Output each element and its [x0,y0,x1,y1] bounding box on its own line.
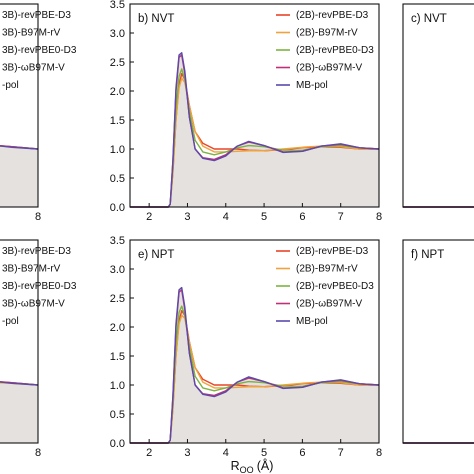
y-tick-label-e-3: 1.5 [110,351,125,363]
plot-frame-b [129,3,380,208]
series-line-c-4 [403,206,474,208]
fill-area-b [130,52,379,207]
plot-frame-e [129,239,380,444]
y-tick-label-b-4: 2.0 [110,86,125,98]
y-tick-label-b-5: 2.5 [110,57,125,69]
legend-label-a-0: 3B)-revPBE-D3 [2,10,71,21]
y-tick-label-b-0: 0.0 [110,202,125,214]
panel-a: 6783B)-revPBE-D33B)-B97M-rV3B)-revPBE0-D… [0,3,77,223]
legend-label-a-1: 3B)-B97M-rV [2,28,61,39]
panel-b: 2 3 4 5 6 7 8 0.0 0.5 1.0 1.5 2.0 2.5 3.0 3.5 b) NVT (2B… [110,0,382,223]
panel-title-b: b) NVT [138,13,174,25]
legend-label-e-4: MB-pol [296,316,328,327]
series-line-c-1 [403,206,474,208]
y-tick-label-e-0: 0.0 [110,438,125,450]
x-axis-title-unit: (Å) [257,458,274,473]
y-tick-label-b-7: 3.5 [110,0,125,11]
legend-label-b-0: (2B)-revPBE-D3 [296,10,369,21]
legend-label-d-4: -pol [2,316,19,327]
plot-frame-d [0,239,39,444]
legend-label-b-3: (2B)-ωB97M-V [296,63,362,74]
x-tick-label-e-3: 5 [261,447,267,459]
series-line-f-2 [403,442,474,444]
legend-label-e-3: (2B)-ωB97M-V [296,299,362,310]
y-tick-label-b-6: 3.0 [110,28,125,40]
fill-area-e [130,287,379,443]
x-tick-label-b-6: 8 [376,211,382,223]
panels-group: 6 7 8 3B)-revPBE-D3 3B)-B97M-rV 3B)-revPBE0-D… [0,0,474,459]
series-line-f-3 [403,442,474,444]
series-line-f-1 [403,442,474,444]
x-tick-label-b-1: 3 [184,211,190,223]
series-line-c-0 [403,206,474,208]
x-tick-label-b-2: 4 [223,211,229,223]
series-line-f-0 [403,442,474,444]
legend-label-a-2: 3B)-revPBE0-D3 [2,45,77,56]
legend-label-b-1: (2B)-B97M-rV [296,28,358,39]
y-tick-label-b-1: 0.5 [110,173,125,185]
panel-title-c: c) NVT [411,13,447,25]
fill-area-c [403,16,474,207]
plot-frame-a [0,3,39,208]
fill-area-f [403,252,474,443]
series-line-e-4 [130,286,380,444]
x-tick-label-e-1: 3 [184,447,190,459]
series-line-f-4 [403,442,474,444]
x-tick-label-b-3: 5 [261,211,267,223]
y-tick-label-e-4: 2.0 [110,322,125,334]
y-tick-label-b-2: 1.0 [110,144,125,156]
x-tick-label-e-6: 8 [376,447,382,459]
x-tick-label-e-0: 2 [146,447,152,459]
legend-label-b-2: (2B)-revPBE0-D3 [296,45,374,56]
fill-area-d [0,381,38,443]
legend-label-e-2: (2B)-revPBE0-D3 [296,281,374,292]
x-tick-label-b-4: 6 [299,211,305,223]
x-tick-label-e-2: 4 [223,447,229,459]
x-tick-label-b-5: 7 [338,211,344,223]
series-line-d-4 [0,381,39,386]
x-axis-title-symbol: R [231,459,240,473]
x-tick-label-e-4: 6 [299,447,305,459]
legend-label-b-4: MB-pol [296,80,328,91]
panel-title-f: f) NPT [411,249,444,261]
x-axis-title-subscript: OO [240,465,254,474]
series-line-c-3 [403,206,474,208]
panel-c: 2c) NVT [402,3,474,208]
y-tick-label-e-2: 1.0 [110,380,125,392]
panel-d: 6783B)-revPBE-D33B)-B97M-rV3B)-revPBE0-D… [0,239,77,459]
legend-label-d-2: 3B)-revPBE0-D3 [2,281,77,292]
x-axis-title: ROO (Å) [231,458,274,474]
legend-label-e-1: (2B)-B97M-rV [296,264,358,275]
y-tick-label-e-7: 3.5 [110,235,125,247]
x-tick-label-d-2: 8 [35,447,41,459]
fill-area-a [0,145,38,207]
plot-frame-f [402,239,474,444]
series-line-b-4 [130,52,380,208]
legend-label-a-3: 3B)-ωB97M-V [2,63,65,74]
y-tick-label-e-6: 3.0 [110,264,125,276]
y-tick-label-e-1: 0.5 [110,409,125,421]
legend-label-e-0: (2B)-revPBE-D3 [296,246,369,257]
x-tick-label-a-2: 8 [35,211,41,223]
panel-f: 2f) NPT [402,239,474,444]
series-line-c-2 [403,206,474,208]
legend-label-a-4: -pol [2,80,19,91]
legend-label-d-0: 3B)-revPBE-D3 [2,246,71,257]
y-tick-label-e-5: 2.5 [110,293,125,305]
x-tick-label-e-5: 7 [338,447,344,459]
series-line-a-4 [0,145,39,150]
plot-frame-c [402,3,474,208]
legend-label-d-3: 3B)-ωB97M-V [2,299,65,310]
x-tick-label-b-0: 2 [146,211,152,223]
y-tick-label-b-3: 1.5 [110,115,125,127]
legend-label-d-1: 3B)-B97M-rV [2,264,61,275]
panel-title-e: e) NPT [138,249,174,261]
panel-e: 2 3 4 5 6 7 8 0.0 0.5 1.0 1.5 2.0 2.5 3.0 3.5 e) NPT (2B… [110,235,382,459]
